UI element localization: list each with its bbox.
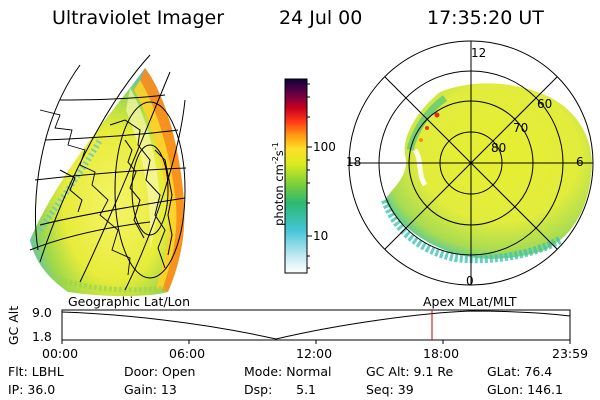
polar-image: [381, 83, 592, 264]
colorbar-ticks: [307, 83, 312, 269]
time-tick-0000: 00:00: [42, 346, 79, 361]
colorbar-unit-label: photon cm-2s-1: [271, 142, 286, 226]
geographic-image: [30, 68, 185, 297]
info-door: Door: Open: [124, 364, 196, 379]
time-tick-2359: 23:59: [552, 346, 589, 361]
info-glon: GLon: 146.1: [487, 382, 563, 397]
mlt-label-12: 12: [471, 46, 487, 60]
time-tick-1800: 18:00: [423, 346, 460, 361]
info-ip: IP: 36.0: [8, 382, 56, 397]
mlt-label-6: 6: [576, 155, 584, 169]
colorbar-tick-10: 10: [313, 229, 329, 243]
geographic-grid: [29, 54, 187, 291]
colorbar: [284, 78, 308, 274]
time-tick-0600: 06:00: [169, 346, 206, 361]
info-dsp: Dsp: 5.1: [244, 382, 317, 397]
instrument-title: Ultraviolet Imager: [52, 7, 225, 29]
altitude-ytick-max: 9.0: [32, 305, 52, 320]
mlt-label-0: 0: [466, 274, 474, 288]
info-gc-alt: GC Alt: 9.1 Re: [366, 364, 454, 379]
polar-grid: [348, 40, 594, 286]
info-flt: Flt: LBHL: [8, 364, 64, 379]
date-label: 24 Jul 00: [279, 7, 363, 29]
apex-projection-label: Apex MLat/MLT: [423, 294, 517, 309]
altitude-axis-label: GC Alt: [6, 305, 22, 346]
lat-label-80: 80: [491, 141, 507, 155]
lat-label-70: 70: [513, 121, 529, 135]
time-label: 17:35:20 UT: [427, 7, 544, 29]
info-glat: GLat: 76.4: [487, 364, 553, 379]
mlt-label-18: 18: [346, 155, 362, 169]
altitude-ytick-min: 1.8: [32, 329, 52, 344]
altitude-plot: [61, 309, 571, 344]
geographic-projection-label: Geographic Lat/Lon: [68, 294, 190, 309]
info-seq: Seq: 39: [366, 382, 414, 397]
lat-label-60: 60: [537, 97, 553, 111]
time-tick-1200: 12:00: [296, 346, 333, 361]
colorbar-tick-100: 100: [313, 140, 336, 154]
info-gain: Gain: 13: [124, 382, 177, 397]
info-mode: Mode: Normal: [244, 364, 332, 379]
